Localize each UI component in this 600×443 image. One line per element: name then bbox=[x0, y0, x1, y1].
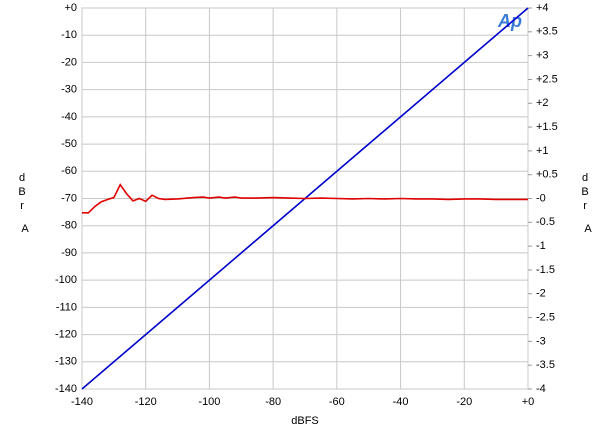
y2-tick-label: -4 bbox=[536, 383, 546, 395]
x-tick-label: -120 bbox=[135, 396, 157, 408]
y-tick-label: -20 bbox=[61, 56, 77, 68]
x-tick-label: -40 bbox=[393, 396, 409, 408]
y-tick-label: -70 bbox=[61, 192, 77, 204]
x-tick-label: -140 bbox=[71, 396, 93, 408]
y2-tick-label: -1 bbox=[536, 240, 546, 252]
x-tick-label: +0 bbox=[522, 396, 535, 408]
y2-tick-label: +3.5 bbox=[536, 26, 558, 38]
y-tick-label: -100 bbox=[55, 274, 77, 286]
y-tick-label: -140 bbox=[55, 383, 77, 395]
y2-tick-label: -2 bbox=[536, 288, 546, 300]
y-tick-label: -120 bbox=[55, 328, 77, 340]
data-line bbox=[82, 183, 528, 214]
y-tick-label: -30 bbox=[61, 84, 77, 96]
y2-tick-label: -2.5 bbox=[536, 311, 555, 323]
y-tick-label: -90 bbox=[61, 247, 77, 259]
x-tick-label: -60 bbox=[329, 396, 345, 408]
y-tick-label: -60 bbox=[61, 165, 77, 177]
y2-tick-label: +2 bbox=[536, 97, 549, 109]
y-tick-label: -50 bbox=[61, 138, 77, 150]
y-tick-label: +0 bbox=[64, 2, 77, 14]
y2-tick-label: +4 bbox=[536, 2, 549, 14]
y-tick-label: -80 bbox=[61, 220, 77, 232]
x-axis-label: dBFS bbox=[291, 415, 319, 427]
y-axis-unit: A bbox=[21, 223, 29, 235]
y2-tick-label: +3 bbox=[536, 50, 549, 62]
y2-tick-label: +1 bbox=[536, 145, 549, 157]
y2-tick-label: +1.5 bbox=[536, 121, 558, 133]
y2-tick-label: +0.5 bbox=[536, 169, 558, 181]
y2-tick-label: -0 bbox=[536, 192, 546, 204]
y-tick-label: -10 bbox=[61, 29, 77, 41]
y2-tick-label: -1.5 bbox=[536, 264, 555, 276]
x-tick-label: -80 bbox=[265, 396, 281, 408]
y2-tick-label: -3.5 bbox=[536, 359, 555, 371]
x-tick-label: -100 bbox=[198, 396, 220, 408]
y-tick-label: -130 bbox=[55, 356, 77, 368]
y2-axis-label: dBr bbox=[579, 172, 591, 214]
y2-tick-label: +2.5 bbox=[536, 73, 558, 85]
y2-tick-label: -0.5 bbox=[536, 216, 555, 228]
y-axis-label: dBr bbox=[16, 172, 28, 214]
y2-tick-label: -3 bbox=[536, 335, 546, 347]
y2-axis-unit: A bbox=[584, 223, 592, 235]
logo: Ap bbox=[497, 11, 522, 31]
y-tick-label: -40 bbox=[61, 111, 77, 123]
x-tick-label: -20 bbox=[456, 396, 472, 408]
y-tick-label: -110 bbox=[56, 301, 77, 313]
